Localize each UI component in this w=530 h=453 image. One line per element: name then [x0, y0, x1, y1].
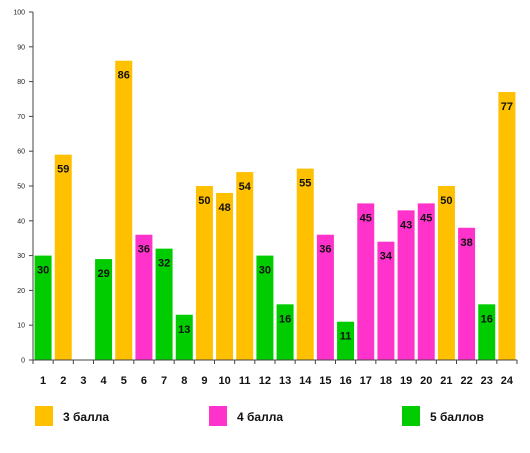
x-tick-label: 2 [60, 375, 66, 387]
data-label: 16 [279, 313, 291, 325]
bar [195, 186, 213, 360]
bar [417, 203, 435, 360]
bar [236, 172, 254, 360]
bar [437, 186, 455, 360]
data-label: 50 [198, 195, 210, 207]
bar [296, 168, 314, 360]
x-tick-label: 21 [440, 375, 452, 387]
x-axis: 1 2 3 4 5 6 7 8 9 10 11 12 13 14 15 16 17 18 19 20 21 22 23 24 [32, 359, 518, 387]
y-tick-label: 20 [17, 288, 25, 295]
data-label: 50 [440, 195, 452, 207]
x-tick-label: 23 [481, 375, 493, 387]
bar [498, 92, 516, 360]
x-tick-label: 11 [239, 375, 251, 387]
x-tick-label: 14 [299, 375, 312, 387]
bar [175, 314, 193, 360]
bar [377, 241, 395, 360]
y-tick-label: 40 [17, 218, 25, 225]
data-label: 77 [501, 101, 513, 113]
bar [135, 234, 153, 360]
x-tick-label: 10 [218, 375, 230, 387]
bar [95, 259, 113, 360]
legend-swatch [402, 406, 420, 426]
bar [316, 234, 334, 360]
y-tick-label: 0 [21, 358, 25, 365]
x-tick-label: 5 [121, 375, 127, 387]
x-tick-label: 15 [319, 375, 331, 387]
bar [54, 154, 72, 360]
y-tick-label: 100 [13, 10, 25, 17]
x-tick-label: 13 [279, 375, 291, 387]
x-tick-label: 3 [80, 375, 86, 387]
data-label: 34 [380, 251, 393, 263]
data-label: 36 [319, 244, 331, 256]
x-tick-label: 6 [141, 375, 147, 387]
bar [115, 60, 133, 360]
bar [34, 255, 52, 360]
legend-swatch [35, 406, 53, 426]
data-label: 29 [97, 268, 109, 280]
data-label: 30 [37, 265, 49, 277]
x-tick-label: 24 [501, 375, 514, 387]
data-label: 13 [178, 324, 190, 336]
data-label: 45 [360, 212, 372, 224]
x-tick-label: 1 [40, 375, 46, 387]
data-label: 55 [299, 178, 311, 190]
bar [357, 203, 375, 360]
x-tick-label: 19 [400, 375, 412, 387]
bar [216, 192, 234, 360]
data-label: 86 [118, 70, 130, 82]
data-label: 43 [400, 219, 412, 231]
y-tick-label: 50 [17, 184, 25, 191]
data-label: 59 [57, 164, 69, 176]
x-tick-label: 7 [161, 375, 167, 387]
bars: 30 59 29 86 36 32 13 50 48 54 30 16 55 36 11 45 34 43 45 50… [34, 60, 516, 360]
bar [155, 248, 173, 360]
x-tick-label: 4 [101, 375, 108, 387]
bar [276, 304, 294, 360]
bar [397, 210, 415, 360]
x-tick-label: 17 [360, 375, 372, 387]
y-tick-label: 80 [17, 79, 25, 86]
bar [256, 255, 274, 360]
data-label: 30 [259, 265, 271, 277]
x-tick-label: 22 [460, 375, 472, 387]
data-label: 11 [340, 331, 352, 343]
bar [478, 304, 496, 360]
y-tick-label: 70 [17, 114, 25, 121]
x-tick-label: 16 [339, 375, 351, 387]
data-label: 45 [420, 212, 432, 224]
y-tick-label: 90 [17, 44, 25, 51]
legend-label: 4 балла [237, 410, 283, 424]
x-tick-label: 12 [259, 375, 271, 387]
x-tick-label: 8 [181, 375, 187, 387]
data-label: 16 [481, 313, 493, 325]
legend-swatch [209, 406, 227, 426]
y-tick-label: 60 [17, 149, 25, 156]
y-tick-label: 10 [17, 323, 25, 330]
x-tick-label: 20 [420, 375, 432, 387]
data-label: 32 [158, 258, 170, 270]
legend-label: 5 баллов [430, 410, 484, 424]
legend: 3 балла 4 балла 5 баллов [35, 406, 484, 426]
x-tick-label: 9 [201, 375, 207, 387]
bar [458, 227, 476, 360]
data-label: 38 [460, 237, 472, 249]
data-label: 48 [218, 202, 230, 214]
data-label: 54 [239, 181, 252, 193]
bar [337, 321, 355, 360]
y-tick-label: 30 [17, 253, 25, 260]
data-label: 36 [138, 244, 150, 256]
y-axis: 0 10 20 30 40 50 60 70 80 90 100 [13, 10, 34, 365]
legend-label: 3 балла [63, 410, 109, 424]
x-tick-label: 18 [380, 375, 392, 387]
